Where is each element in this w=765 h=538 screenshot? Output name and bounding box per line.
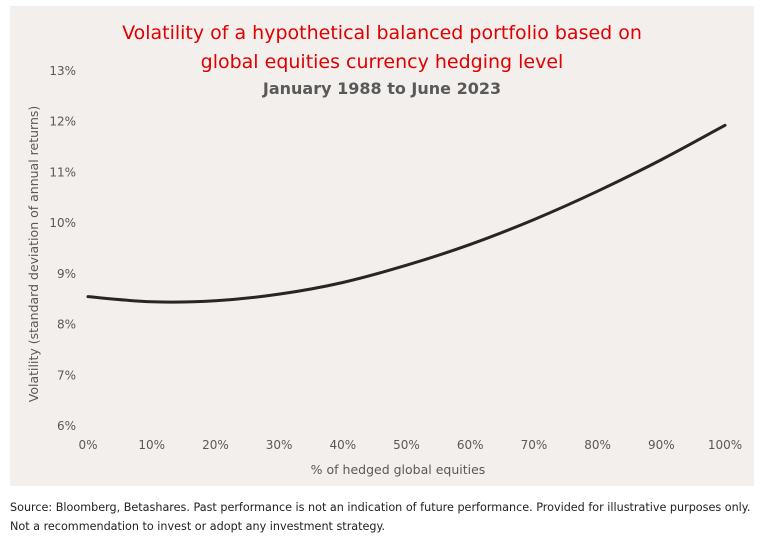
series-layer <box>86 123 727 304</box>
x-tick-label: 40% <box>329 438 356 452</box>
y-axis-label: Volatility (standard deviation of annual… <box>26 106 41 402</box>
chart-panel: Volatility of a hypothetical balanced po… <box>10 6 754 486</box>
x-axis-label: % of hedged global equities <box>311 462 486 477</box>
x-tick-label: 80% <box>584 438 611 452</box>
line-chart: Volatility of a hypothetical balanced po… <box>26 22 742 477</box>
y-tick-label: 12% <box>49 115 76 129</box>
y-tick-label: 11% <box>49 165 76 179</box>
x-tick-label: 90% <box>648 438 675 452</box>
y-axis-ticks: 6% 7% 8% 9% 10% 11% 12% 13% <box>49 64 76 433</box>
source-note: Source: Bloomberg, Betashares. Past perf… <box>10 498 760 536</box>
y-tick-label: 9% <box>57 267 76 281</box>
x-axis-ticks: 0% 10% 20% 30% 40% 50% 60% 70% 80% 90% 100% <box>78 438 742 452</box>
source-note-line-1: Source: Bloomberg, Betashares. Past perf… <box>10 501 751 514</box>
y-tick-label: 10% <box>49 216 76 230</box>
chart-title-line-2: global equities currency hedging level <box>201 51 564 73</box>
y-tick-label: 8% <box>57 318 76 332</box>
y-tick-label: 13% <box>49 64 76 78</box>
chart-title-line-1: Volatility of a hypothetical balanced po… <box>122 22 642 44</box>
x-tick-label: 20% <box>202 438 229 452</box>
x-tick-label: 0% <box>78 438 97 452</box>
y-tick-label: 6% <box>57 419 76 433</box>
x-tick-label: 30% <box>266 438 293 452</box>
volatility-series-line <box>86 123 727 304</box>
x-tick-label: 60% <box>457 438 484 452</box>
y-tick-label: 7% <box>57 368 76 382</box>
x-tick-label: 10% <box>138 438 165 452</box>
x-tick-label: 50% <box>393 438 420 452</box>
chart-subtitle: January 1988 to June 2023 <box>262 79 501 98</box>
x-tick-label: 70% <box>521 438 548 452</box>
source-note-line-2: Not a recommendation to invest or adopt … <box>10 520 386 533</box>
x-tick-label: 100% <box>708 438 742 452</box>
